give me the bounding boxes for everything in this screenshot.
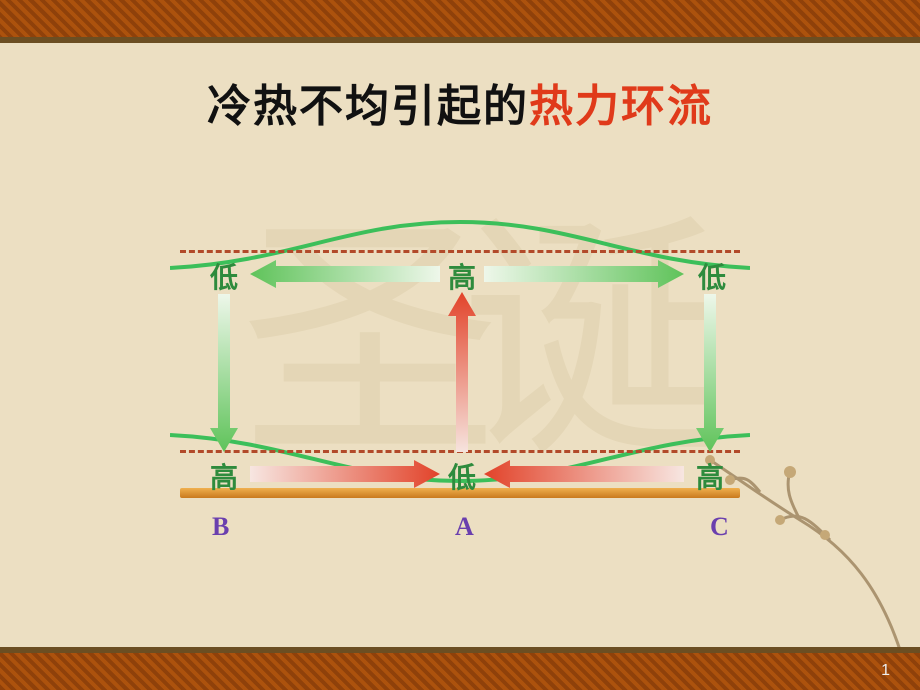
title-part1: 冷热不均引起的	[207, 82, 529, 131]
axis-label-B: B	[212, 512, 229, 542]
arrow-top-left	[250, 260, 440, 288]
arrow-down-B	[210, 294, 238, 452]
arrow-bottom-right	[250, 460, 440, 488]
label-upper-B: 低	[210, 256, 238, 296]
label-lower-C: 高	[696, 456, 724, 496]
frame-bottom	[0, 650, 920, 690]
label-lower-A: 低	[448, 456, 476, 496]
title-part2: 热力环流	[529, 82, 713, 131]
label-lower-B: 高	[210, 456, 238, 496]
label-upper-A: 高	[448, 256, 476, 296]
slide-title: 冷热不均引起的热力环流	[0, 70, 920, 134]
arrow-down-C	[696, 294, 724, 452]
arrow-top-right	[484, 260, 684, 288]
label-upper-C: 低	[698, 256, 726, 296]
page-number: 1	[881, 662, 890, 680]
arrow-up-A	[448, 292, 476, 452]
axis-label-A: A	[455, 512, 474, 542]
frame-top	[0, 0, 920, 40]
upper-dashed-line	[180, 250, 740, 253]
thermal-circulation-diagram: 低 高 低 高 低 高 B A C	[180, 220, 740, 580]
arrow-bottom-left	[484, 460, 684, 488]
axis-label-C: C	[710, 512, 729, 542]
